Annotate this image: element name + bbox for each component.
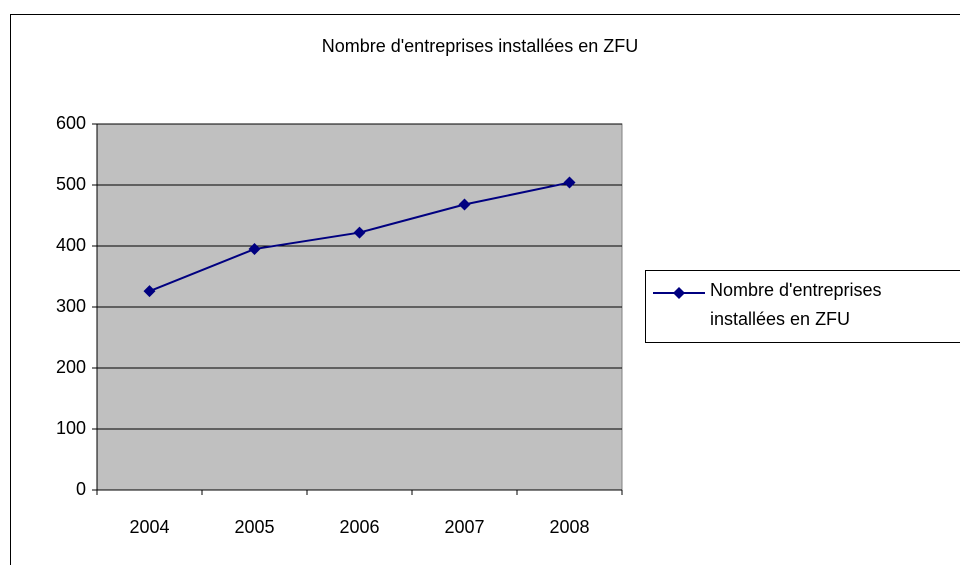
y-tick-label: 300: [56, 296, 86, 316]
y-tick-label: 0: [76, 479, 86, 499]
data-point: [143, 285, 156, 298]
y-tick-label: 400: [56, 235, 86, 255]
x-tick-label: 2005: [234, 517, 274, 537]
data-point: [563, 176, 576, 189]
legend-marker: [673, 287, 685, 299]
data-point: [248, 243, 261, 256]
y-tick-label: 600: [56, 113, 86, 133]
y-tick-label: 200: [56, 357, 86, 377]
chart-title: Nombre d'entreprises installées en ZFU: [322, 36, 639, 56]
data-point: [458, 198, 471, 211]
y-tick-label: 500: [56, 174, 86, 194]
x-tick-label: 2004: [129, 517, 169, 537]
data-point: [353, 226, 366, 239]
y-tick-label: 100: [56, 418, 86, 438]
x-tick-label: 2006: [339, 517, 379, 537]
x-tick-label: 2007: [444, 517, 484, 537]
legend-box: [645, 270, 960, 343]
legend-label: Nombre d'entreprises installées en ZFU: [710, 280, 882, 329]
x-tick-label: 2008: [549, 517, 589, 537]
